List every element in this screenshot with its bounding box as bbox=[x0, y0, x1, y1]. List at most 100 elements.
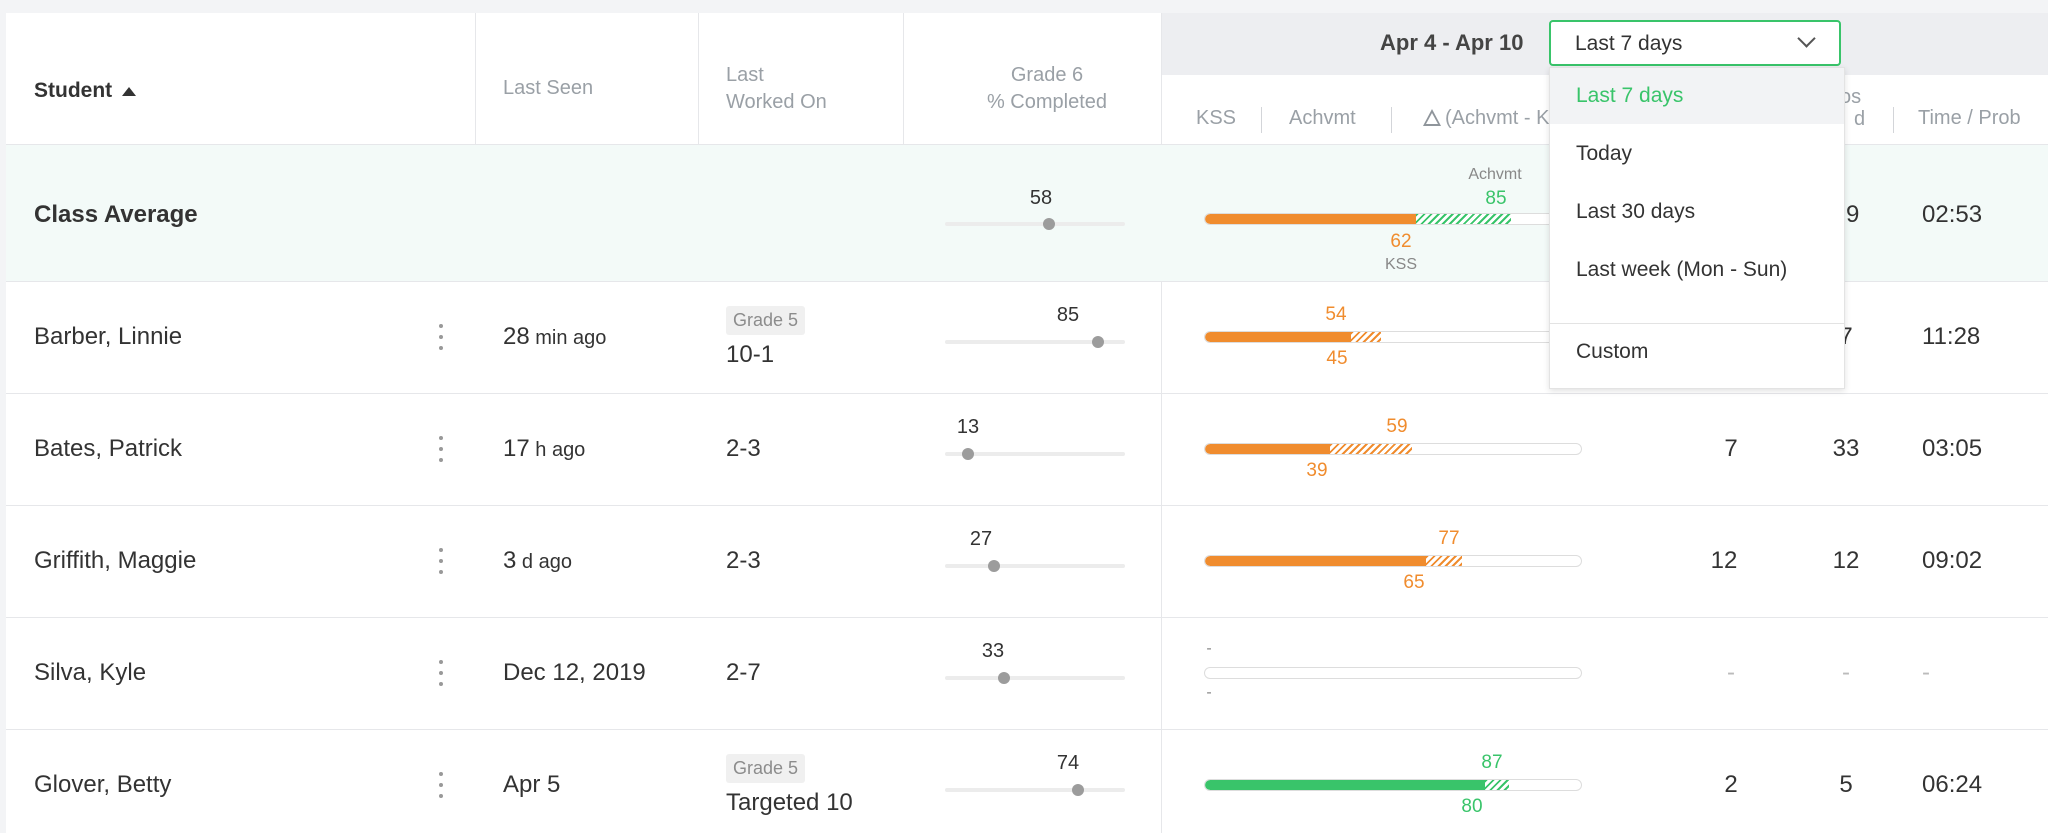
time-per-problem-value: 06:24 bbox=[1922, 771, 1983, 798]
kss-value: 62 bbox=[1390, 231, 1412, 252]
kss-bar-fill bbox=[1205, 780, 1485, 790]
sessions-value: 7 bbox=[1724, 435, 1738, 462]
more-options-icon[interactable] bbox=[438, 660, 444, 686]
last-seen-value: Apr 5 bbox=[503, 771, 561, 798]
achvmt-value: 59 bbox=[1386, 416, 1408, 437]
table-row[interactable]: Barber, Linnie 28 min ago Grade 5 10-1 8… bbox=[6, 282, 2048, 393]
progress-value: 74 bbox=[1056, 752, 1080, 774]
last-seen-value: Dec 12, 2019 bbox=[503, 659, 646, 686]
problems-sub-header-line1[interactable]: os bbox=[1840, 86, 1862, 108]
row-divider bbox=[6, 393, 2048, 394]
time-per-problem-value: - bbox=[1922, 659, 1930, 686]
progress-track bbox=[945, 448, 1125, 460]
kss-value: 65 bbox=[1403, 572, 1425, 593]
student-progress-table: Student Last Seen Last Worked On Grade 6… bbox=[6, 13, 2048, 833]
student-name[interactable]: Silva, Kyle bbox=[34, 659, 147, 686]
achvmt-value: 87 bbox=[1481, 752, 1503, 773]
sub-header-divider bbox=[1893, 107, 1894, 133]
achvmt-caption: Achvmt bbox=[1468, 166, 1522, 183]
sort-ascending-icon bbox=[122, 86, 137, 96]
achvmt-sub-header[interactable]: Achvmt bbox=[1289, 107, 1356, 129]
last-worked-value: 10-1 bbox=[726, 341, 775, 368]
problems-value: 5 bbox=[1839, 771, 1853, 798]
more-options-icon[interactable] bbox=[438, 436, 444, 462]
period-option-last-30-days[interactable]: Last 30 days bbox=[1576, 200, 1696, 223]
problems-sub-header-line2[interactable]: d bbox=[1854, 108, 1866, 130]
last-seen-header[interactable]: Last Seen bbox=[503, 77, 594, 99]
row-divider bbox=[6, 617, 2048, 618]
time-per-problem-value: 02:53 bbox=[1922, 201, 1983, 228]
table-row[interactable]: Griffith, Maggie 3 d ago 2-3 27 77 65 12… bbox=[6, 506, 2048, 617]
last-worked-header-line2[interactable]: Worked On bbox=[726, 91, 827, 113]
grade-completed-header-line2[interactable]: % Completed bbox=[986, 91, 1108, 113]
student-column-label: Student bbox=[34, 79, 113, 102]
week-range-label: Apr 4 - Apr 10 bbox=[1380, 30, 1524, 55]
row-divider bbox=[6, 281, 2048, 282]
table-row[interactable]: Glover, Betty Apr 5 Grade 5 Targeted 10 … bbox=[6, 730, 2048, 833]
student-name[interactable]: Glover, Betty bbox=[34, 771, 172, 798]
sessions-value: - bbox=[1727, 659, 1735, 686]
student-name[interactable]: Griffith, Maggie bbox=[34, 547, 197, 574]
table-row[interactable]: Silva, Kyle Dec 12, 2019 2-7 33 - - - - … bbox=[6, 618, 2048, 729]
achvmt-gain-hatch bbox=[1330, 444, 1412, 454]
header-divider bbox=[1161, 13, 1162, 833]
student-name[interactable]: Bates, Patrick bbox=[34, 435, 183, 462]
progress-track bbox=[945, 784, 1125, 796]
period-option-last-7-days[interactable]: Last 7 days bbox=[1550, 68, 1844, 124]
last-seen-value: 17 h ago bbox=[503, 435, 586, 462]
period-option-today[interactable]: Today bbox=[1576, 142, 1633, 165]
grade-chip: Grade 5 bbox=[726, 754, 806, 783]
kss-bar-fill bbox=[1205, 332, 1351, 342]
period-select-value: Last 7 days bbox=[1575, 32, 1683, 55]
period-select[interactable]: Last 7 days bbox=[1549, 20, 1841, 66]
achvmt-gain-hatch bbox=[1351, 332, 1381, 342]
last-seen-value: 28 min ago bbox=[503, 323, 607, 350]
kss-bar-fill bbox=[1205, 556, 1426, 566]
problems-value: 33 bbox=[1832, 435, 1860, 462]
progress-marker bbox=[1092, 336, 1104, 348]
kss-achvmt-bar bbox=[1204, 667, 1582, 679]
achvmt-value: 85 bbox=[1485, 188, 1507, 209]
progress-value: 13 bbox=[956, 416, 980, 438]
delta-sub-header[interactable]: (Achvmt - K bbox=[1423, 107, 1549, 130]
progress-track bbox=[945, 560, 1125, 572]
last-worked-value: 2-3 bbox=[726, 547, 761, 574]
last-worked-value: 2-7 bbox=[726, 659, 761, 686]
last-seen-value: 3 d ago bbox=[503, 547, 572, 574]
grade-completed-header-line1[interactable]: Grade 6 bbox=[1010, 64, 1084, 86]
more-options-icon[interactable] bbox=[438, 324, 444, 350]
more-options-icon[interactable] bbox=[438, 548, 444, 574]
time-per-problem-sub-header[interactable]: Time / Prob bbox=[1918, 107, 2021, 129]
grade-chip: Grade 5 bbox=[726, 306, 806, 335]
kss-achvmt-bar bbox=[1204, 331, 1582, 343]
class-average-label: Class Average bbox=[34, 201, 198, 228]
student-name[interactable]: Barber, Linnie bbox=[34, 323, 183, 350]
kss-achvmt-bar bbox=[1204, 779, 1582, 791]
progress-track bbox=[945, 218, 1125, 230]
time-per-problem-value: 03:05 bbox=[1922, 435, 1983, 462]
problems-value: 12 bbox=[1832, 547, 1860, 574]
header-divider bbox=[903, 13, 904, 144]
header-bottom-border bbox=[6, 144, 2048, 145]
progress-marker bbox=[1043, 218, 1056, 230]
progress-value: 27 bbox=[969, 528, 993, 550]
last-worked-value: Targeted 10 bbox=[726, 789, 853, 816]
progress-value: 85 bbox=[1056, 304, 1080, 326]
problems-value: - bbox=[1842, 659, 1850, 686]
time-per-problem-value: 11:28 bbox=[1922, 323, 1981, 350]
kss-value: 39 bbox=[1306, 460, 1328, 481]
delta-icon bbox=[1423, 109, 1441, 126]
row-divider bbox=[6, 505, 2048, 506]
table-row[interactable]: Bates, Patrick 17 h ago 2-3 13 59 39 7 3… bbox=[6, 394, 2048, 505]
kss-value: 45 bbox=[1326, 348, 1348, 369]
last-worked-header-line1[interactable]: Last bbox=[726, 64, 764, 86]
period-option-custom[interactable]: Custom bbox=[1576, 340, 1649, 363]
more-options-icon[interactable] bbox=[438, 772, 444, 798]
last-worked-value: 2-3 bbox=[726, 435, 761, 462]
chevron-down-icon bbox=[1797, 29, 1816, 48]
progress-value: 58 bbox=[1029, 187, 1053, 209]
kss-sub-header[interactable]: KSS bbox=[1196, 107, 1237, 129]
sort-by-student-header[interactable]: Student bbox=[34, 79, 137, 103]
period-option-last-week[interactable]: Last week (Mon - Sun) bbox=[1576, 258, 1788, 281]
achvmt-value: 77 bbox=[1438, 528, 1460, 549]
